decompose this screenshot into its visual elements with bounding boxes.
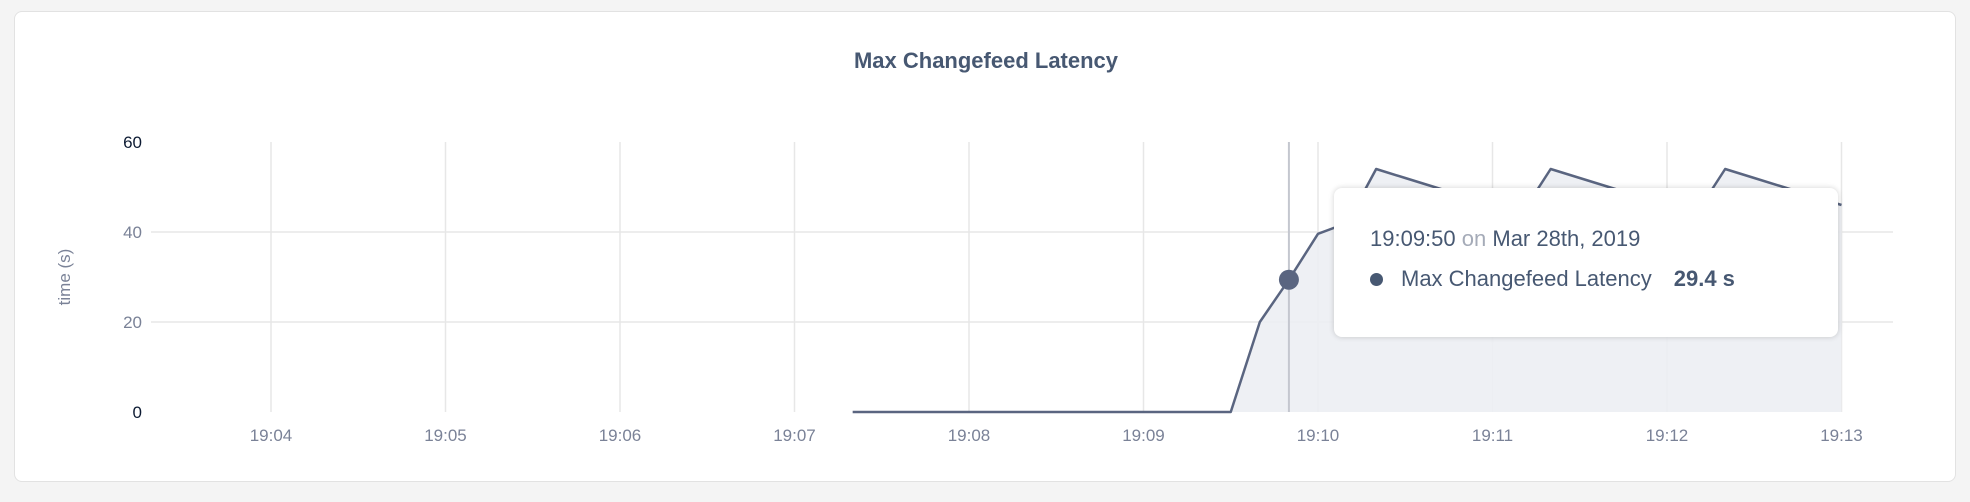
x-tick-label: 19:05	[424, 426, 467, 445]
tooltip-value: 29.4 s	[1673, 266, 1735, 291]
y-tick-label: 20	[123, 313, 142, 332]
y-tick-label: 40	[123, 223, 142, 242]
x-tick-label: 19:08	[948, 426, 991, 445]
tooltip-row: Max Changefeed Latency 29.4 s	[1370, 266, 1838, 292]
x-tick-label: 19:10	[1297, 426, 1340, 445]
x-tick-label: 19:12	[1646, 426, 1689, 445]
y-tick-label: 60	[123, 133, 142, 152]
y-tick-label: 0	[133, 403, 142, 422]
x-tick-label: 19:13	[1820, 426, 1863, 445]
x-tick-label: 19:09	[1122, 426, 1165, 445]
hover-point-marker	[1278, 269, 1299, 290]
x-tick-label: 19:07	[773, 426, 816, 445]
tooltip-time: 19:09:50	[1370, 226, 1456, 251]
tooltip: 19:09:50 on Mar 28th, 2019 Max Changefee…	[1334, 188, 1838, 337]
x-tick-label: 19:06	[599, 426, 642, 445]
x-tick-label: 19:04	[250, 426, 293, 445]
y-axis-label: time (s)	[55, 249, 74, 306]
tooltip-on: on	[1461, 226, 1487, 251]
x-tick-label: 19:11	[1472, 426, 1513, 445]
series-dot-icon	[1370, 272, 1383, 286]
tooltip-date: Mar 28th, 2019	[1492, 226, 1641, 251]
tooltip-series-name: Max Changefeed Latency	[1401, 266, 1652, 291]
tooltip-header: 19:09:50 on Mar 28th, 2019	[1370, 226, 1838, 252]
chart-title: Max Changefeed Latency	[854, 48, 1119, 73]
